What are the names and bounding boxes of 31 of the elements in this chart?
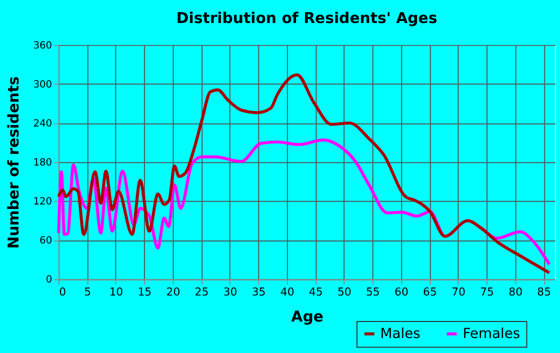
x-tick-label: 60 [394,286,408,299]
x-tick-label: 50 [337,286,352,299]
y-tick-label: 0 [46,274,52,286]
x-tick-label: 70 [452,286,466,299]
x-tick-label: 0 [59,286,66,299]
y-tick-label: 180 [33,158,52,169]
legend-label: Males [380,326,420,342]
x-tick-label: 80 [508,286,523,299]
x-tick-label: 45 [308,286,323,299]
y-tick-label: 120 [33,196,52,208]
x-tick-label: 65 [423,286,437,299]
y-tick-label: 300 [33,79,52,90]
legend-label: Females [462,326,520,342]
x-tick-label: 35 [252,286,266,299]
x-tick-label: 5 [84,286,92,299]
x-axis-title: Age [291,307,324,326]
x-tick-label: 25 [194,286,209,299]
y-tick-label: 240 [33,118,52,130]
y-axis-title: Number of residents [4,76,22,249]
y-tick-label: 360 [33,40,52,52]
x-tick-label: 75 [480,286,494,299]
x-tick-label: 55 [366,286,380,299]
x-tick-label: 30 [223,286,238,299]
chart-title: Distribution of Residents' Ages [176,9,438,28]
x-tick-label: 85 [537,286,552,299]
x-tick-label: 15 [138,286,152,299]
line-series [57,73,551,274]
x-tick-label: 40 [280,286,294,299]
x-tick-label: 10 [109,286,124,299]
y-tick-label: 60 [40,236,52,247]
x-tick-label: 20 [166,286,180,299]
